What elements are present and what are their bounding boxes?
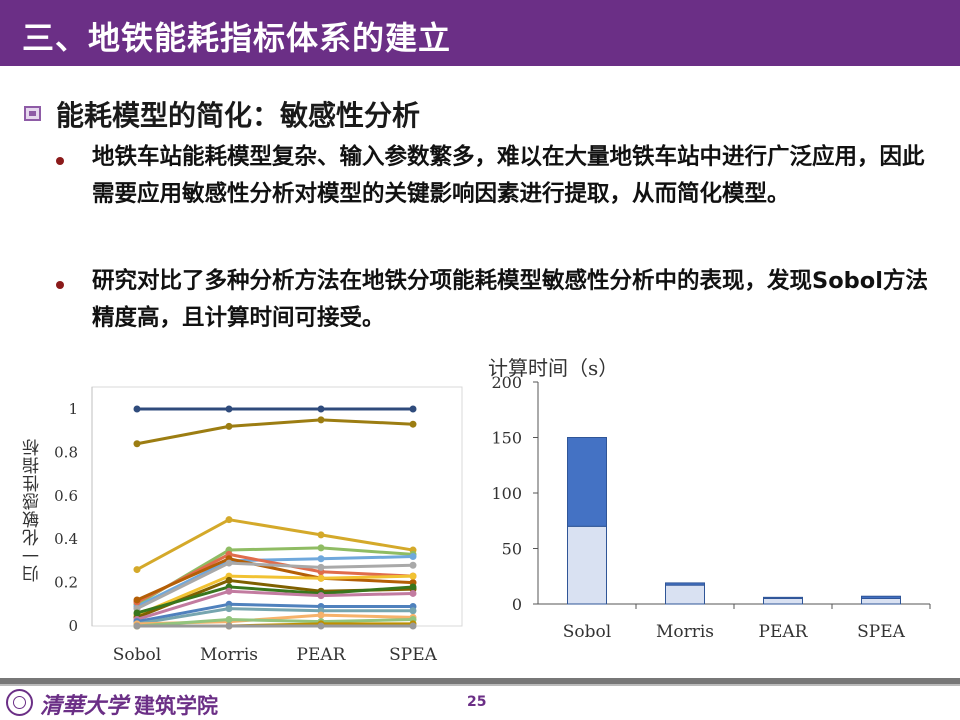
bar-ytick-label: 0	[512, 595, 522, 614]
line-series	[136, 602, 413, 624]
line-point	[133, 405, 141, 413]
line-series	[136, 518, 414, 571]
line-point	[225, 516, 233, 524]
line-point	[225, 576, 233, 584]
line-point	[225, 422, 233, 430]
line-point	[409, 607, 417, 615]
line-point	[317, 405, 325, 413]
bar-xtick-label: PEAR	[759, 622, 809, 642]
line-point	[409, 589, 417, 597]
bar-segment	[567, 437, 607, 527]
bar-ytick-label: 200	[491, 373, 522, 392]
line-point	[225, 615, 233, 623]
line-point	[409, 572, 417, 580]
line-xtick-label: Morris	[200, 645, 258, 665]
line-ytick-label: 0.2	[54, 574, 78, 592]
line-point	[317, 574, 325, 582]
bar-segment	[861, 597, 901, 605]
bar-ytick-label: 150	[491, 429, 522, 448]
line-point	[225, 622, 233, 630]
dot-bullet-icon	[56, 281, 66, 291]
line-point	[133, 566, 141, 574]
line-point	[409, 561, 417, 569]
header-bar: 三、地铁能耗指标体系的建立	[0, 0, 960, 66]
line-point	[317, 592, 325, 600]
bullet-text-2: 研究对比了多种分析方法在地铁分项能耗模型敏感性分析中的表现，发现Sobol方法精…	[92, 268, 928, 331]
line-series	[136, 574, 414, 617]
line-point	[409, 405, 417, 413]
line-point	[225, 405, 233, 413]
bar-xtick-label: Morris	[656, 622, 714, 642]
line-point	[133, 596, 141, 604]
square-bullet-icon	[24, 106, 41, 121]
bar-ytick-label: 50	[502, 540, 522, 559]
line-ytick-label: 0.8	[54, 443, 78, 461]
bar-segment	[861, 595, 901, 599]
line-point	[133, 622, 141, 630]
bar-xtick-label: Sobol	[563, 622, 611, 642]
line-series	[136, 418, 414, 446]
line-point	[225, 605, 233, 613]
school-name: 建筑学院	[134, 694, 218, 718]
section-heading: 能耗模型的简化：敏感性分析	[56, 99, 421, 132]
bar-segment	[567, 525, 607, 605]
line-series	[136, 585, 414, 615]
line-point	[409, 420, 417, 428]
line-series	[136, 617, 414, 628]
line-point	[225, 559, 233, 567]
line-xtick-label: SPEA	[389, 645, 437, 665]
slide-title: 三、地铁能耗指标体系的建立	[22, 19, 452, 57]
line-series	[136, 555, 414, 608]
bar-xtick-label: SPEA	[857, 622, 905, 642]
bar-segment	[665, 582, 705, 586]
line-point	[317, 544, 325, 552]
line-point	[317, 531, 325, 539]
line-point	[225, 587, 233, 595]
line-point	[133, 609, 141, 617]
footer-divider-light	[0, 684, 960, 686]
line-xtick-label: Sobol	[113, 645, 161, 665]
line-point	[409, 583, 417, 591]
university-seal-icon	[6, 689, 33, 716]
line-series	[136, 607, 413, 626]
bar-ytick-label: 100	[491, 484, 522, 503]
line-series	[136, 561, 414, 610]
line-point	[317, 622, 325, 630]
dot-bullet-icon	[56, 157, 66, 167]
line-series	[136, 589, 414, 621]
line-ytick-label: 0.6	[54, 487, 78, 505]
line-point	[317, 563, 325, 571]
line-point	[317, 555, 325, 563]
line-point	[409, 622, 417, 630]
line-series	[136, 557, 414, 602]
page-number: 25	[467, 694, 487, 710]
line-ytick-label: 0.4	[54, 530, 78, 548]
line-point	[317, 416, 325, 424]
line-point	[409, 553, 417, 561]
bar-segment	[763, 597, 803, 605]
line-ytick-label: 1	[68, 400, 78, 418]
bar-chart-title: 计算时间（s）	[488, 356, 619, 380]
footer-divider	[0, 678, 960, 684]
bullet-text-1: 地铁车站能耗模型复杂、输入参数繁多，难以在大量地铁车站中进行广泛应用，因此需要应…	[92, 144, 925, 207]
line-xtick-label: PEAR	[297, 645, 347, 665]
bar-segment	[665, 584, 705, 605]
line-ytick-label: 0	[68, 617, 78, 635]
bar-segment	[763, 596, 803, 599]
university-logo: 清華大学	[40, 693, 129, 719]
line-point	[317, 611, 325, 619]
line-point	[133, 440, 141, 448]
